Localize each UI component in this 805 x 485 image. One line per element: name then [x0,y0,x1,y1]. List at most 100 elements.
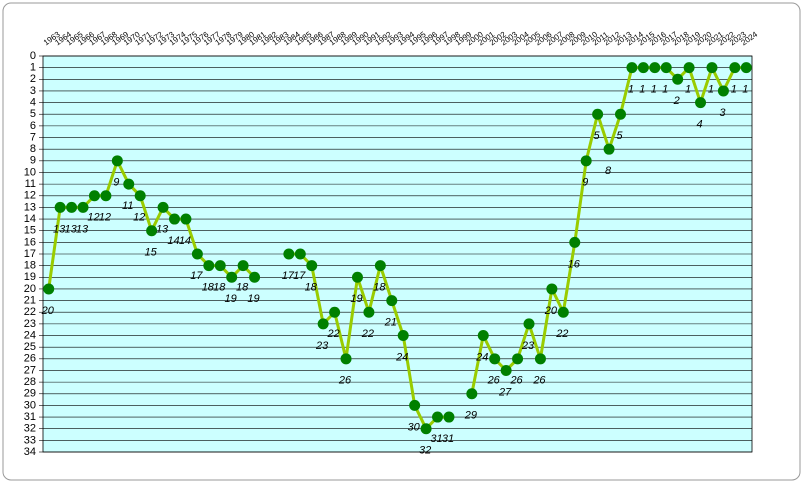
data-label: 24 [395,351,408,363]
marker [191,248,203,260]
marker [660,62,672,74]
y-tick-label: 16 [24,236,36,248]
marker [637,62,649,74]
marker [717,85,729,97]
data-label: 17 [293,270,306,282]
data-label: 9 [582,177,588,189]
y-tick-label: 20 [24,283,36,295]
y-tick-label: 10 [24,166,36,178]
data-label: 4 [696,118,702,130]
marker [237,260,249,272]
data-label: 14 [167,235,179,247]
y-tick-label: 1 [30,62,36,74]
marker [249,271,261,283]
data-label: 22 [555,328,568,340]
marker [374,260,386,272]
y-tick-label: 4 [30,96,36,108]
y-tick-label: 14 [24,213,36,225]
data-label: 18 [305,282,318,294]
marker [283,248,295,260]
y-tick-label: 29 [24,388,36,400]
data-label: 1 [628,84,634,96]
marker [706,62,718,74]
data-label: 12 [99,212,111,224]
data-label: 12 [87,212,99,224]
y-tick-label: 19 [24,271,36,283]
y-tick-label: 32 [24,423,36,435]
data-label: 3 [719,107,726,119]
data-label: 1 [731,84,737,96]
y-tick-label: 15 [24,225,36,237]
y-tick-label: 2 [30,73,36,85]
y-tick-label: 28 [24,376,36,388]
marker [477,330,489,342]
marker [340,353,352,365]
data-label: 18 [202,282,215,294]
marker [649,62,661,74]
data-label: 31 [430,433,442,445]
y-tick-label: 5 [30,108,36,120]
y-tick-label: 30 [24,399,36,411]
y-tick-label: 13 [24,201,36,213]
y-tick-label: 33 [24,434,36,446]
y-tick-label: 11 [25,178,36,190]
y-tick-label: 34 [24,446,36,458]
data-label: 22 [361,328,374,340]
marker [580,155,592,167]
y-tick-label: 7 [30,131,36,143]
data-label: 13 [64,223,77,235]
marker [626,62,638,74]
data-label: 18 [236,282,249,294]
y-tick-label: 26 [24,353,36,365]
marker [409,399,421,411]
y-tick-label: 25 [24,341,36,353]
y-tick-label: 6 [30,120,36,132]
marker [603,143,615,155]
data-label: 27 [498,386,512,398]
y-tick-label: 31 [24,411,36,423]
marker [351,271,363,283]
marker [54,201,66,213]
y-tick-label: 12 [24,190,36,202]
marker [489,353,501,365]
marker [512,353,524,365]
data-label: 32 [419,445,431,457]
marker [180,213,192,225]
y-tick-label: 23 [24,318,36,330]
data-label: 1 [651,84,657,96]
data-label: 13 [53,223,66,235]
data-label: 26 [532,375,546,387]
data-label: 13 [156,223,169,235]
data-label: 12 [133,212,145,224]
marker [363,306,375,318]
data-label: 24 [475,351,488,363]
marker [592,108,604,120]
marker [729,62,741,74]
marker [432,411,444,423]
marker [386,295,398,307]
marker [77,201,89,213]
data-label: 11 [122,200,133,212]
data-label: 26 [487,375,501,387]
marker [100,190,112,202]
data-label: 29 [464,410,477,422]
data-label: 5 [594,130,601,142]
data-label: 19 [247,293,259,305]
marker [443,411,455,423]
marker [43,283,55,295]
marker [614,108,626,120]
data-label: 18 [213,282,226,294]
marker [466,388,478,400]
y-tick-label: 0 [30,50,36,62]
data-label: 14 [179,235,191,247]
data-label: 18 [373,282,386,294]
data-label: 8 [605,165,612,177]
marker [546,283,558,295]
y-tick-label: 27 [24,364,36,376]
marker [134,190,146,202]
y-tick-label: 17 [24,248,36,260]
data-label: 22 [326,328,339,340]
marker [88,190,100,202]
data-label: 23 [521,340,535,352]
